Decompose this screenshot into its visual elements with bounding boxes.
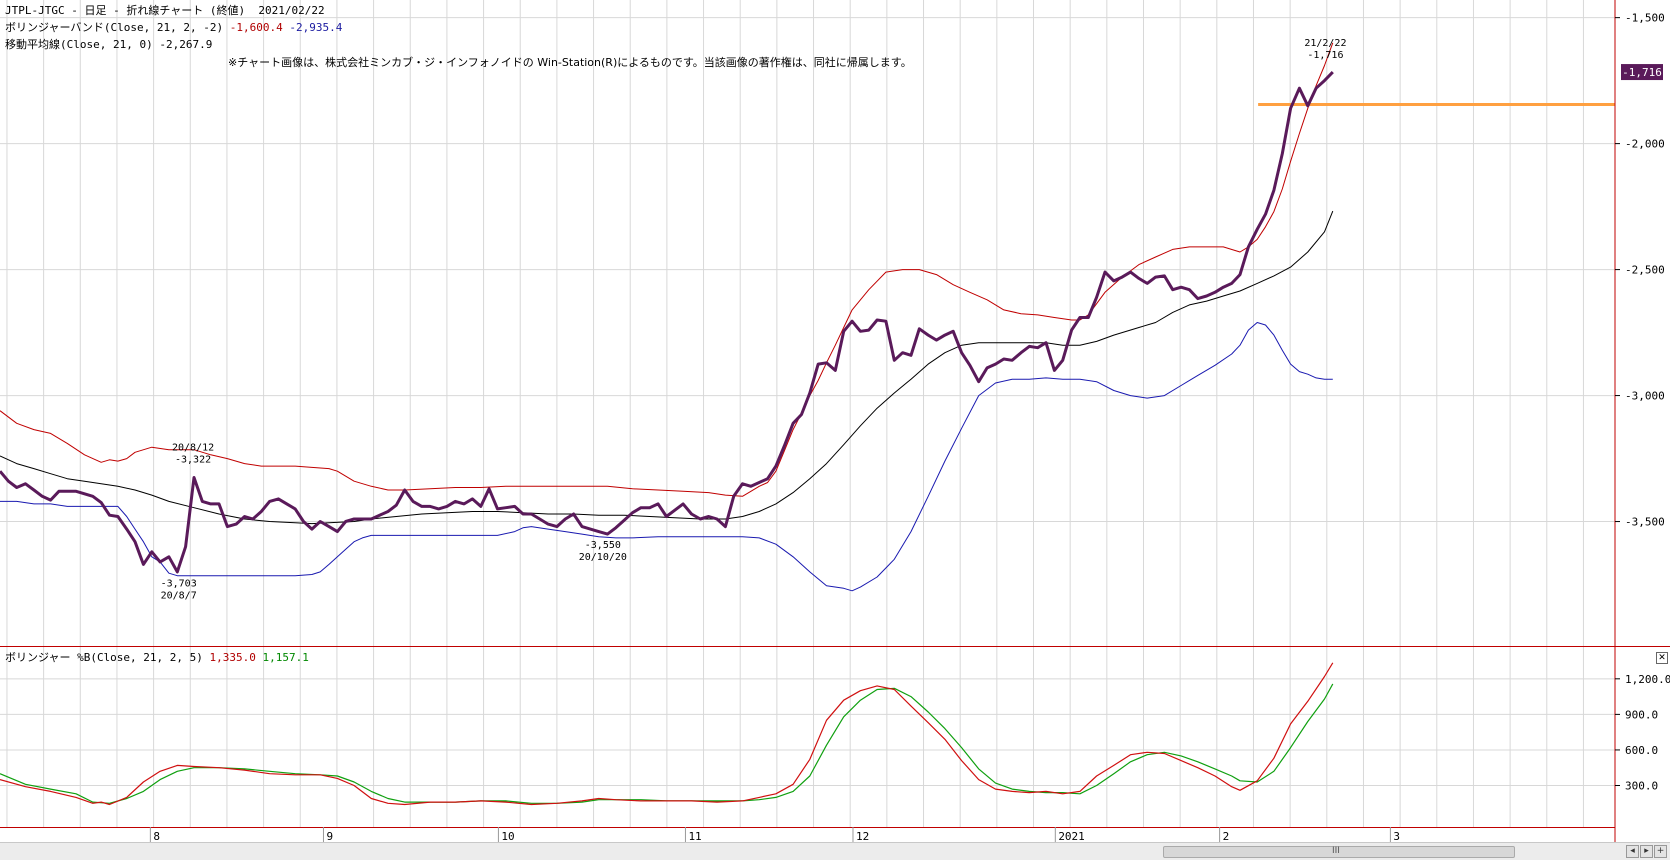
y-tick-label: -2,500	[1625, 264, 1665, 277]
point-annotation: 21/2/22	[1304, 38, 1346, 49]
point-annotation: 20/10/20	[579, 552, 627, 563]
point-annotation: -1,716	[1307, 50, 1343, 61]
x-tick-label: 11	[688, 830, 701, 843]
header-line-1: JTPL-JTGC - 日足 - 折れ線チャート (終値) 2021/02/22	[5, 4, 325, 17]
copyright-notice: ※チャート画像は、株式会社ミンカブ・ジ・インフォノイドの Win-Station…	[228, 56, 912, 69]
last-price-badge	[1621, 64, 1663, 81]
y-tick-label: -3,500	[1625, 516, 1665, 529]
pctb-series	[0, 662, 1334, 806]
horizontal-scrollbar[interactable]: ◂ III ▸ +	[0, 842, 1670, 860]
grid	[0, 0, 1615, 827]
sma-series	[0, 210, 1334, 525]
x-tick-label: 2021	[1058, 830, 1085, 843]
bollinger-upper-value: -1,600.4	[229, 21, 283, 34]
chart-date: 2021/02/22	[258, 4, 325, 17]
x-tick-label: 10	[501, 830, 514, 843]
y-tick-label: 1,200.0	[1625, 673, 1670, 686]
last-price-badge-label: -1,716	[1622, 66, 1662, 79]
y-tick-label: 600.0	[1625, 744, 1658, 757]
percent-b-chart	[0, 662, 1334, 806]
x-tick-label: 8	[153, 830, 160, 843]
x-tick-label: 2	[1223, 830, 1230, 843]
sma-value: -2,267.9	[159, 38, 213, 51]
point-annotation: -3,322	[175, 455, 211, 466]
point-annotation: -3,703	[161, 579, 197, 590]
y-tick-label: -1,500	[1625, 12, 1665, 25]
symbol-title: JTPL-JTGC - 日足 - 折れ線チャート (終値)	[5, 4, 246, 17]
lower-band-series	[0, 322, 1333, 592]
point-annotation: -3,550	[585, 540, 621, 551]
x-tick-label: 3	[1393, 830, 1400, 843]
percent-b-value: 1,335.0	[209, 651, 256, 664]
sub-header: ボリンジャー %B(Close, 21, 2, 5) 1,335.0 1,157…	[5, 651, 309, 664]
price-chart	[0, 42, 1615, 592]
scrollbar-thumb[interactable]: III	[1163, 846, 1515, 858]
y-tick-label: 300.0	[1625, 780, 1658, 793]
bollinger-label: ボリンジャーバンド(Close, 21, 2, -2)	[5, 21, 224, 34]
header-line-2: ボリンジャーバンド(Close, 21, 2, -2) -1,600.4 -2,…	[5, 21, 342, 34]
arrow-left-icon[interactable]: ◂	[1626, 845, 1639, 858]
y-tick-label: -3,000	[1625, 390, 1665, 403]
sma-label: 移動平均線(Close, 21, 0)	[5, 38, 153, 51]
point-annotation: 20/8/7	[161, 591, 197, 602]
percent-b-label: ボリンジャー %B(Close, 21, 2, 5)	[5, 651, 203, 664]
zoom-in-icon[interactable]: +	[1654, 845, 1667, 858]
upper-band-series	[0, 42, 1334, 497]
percent-b-signal-value: 1,157.1	[262, 651, 309, 664]
y-tick-label: 900.0	[1625, 708, 1658, 721]
x-tick-label: 12	[856, 830, 869, 843]
bollinger-lower-value: -2,935.4	[289, 21, 343, 34]
y-tick-label: -2,000	[1625, 138, 1665, 151]
arrow-right-icon[interactable]: ▸	[1640, 845, 1653, 858]
pctb-signal-series	[0, 683, 1334, 804]
x-tick-label: 9	[326, 830, 333, 843]
header-line-3: 移動平均線(Close, 21, 0) -2,267.9	[5, 38, 212, 51]
price-series	[0, 71, 1334, 574]
close-x-icon[interactable]: ✕	[1656, 652, 1668, 664]
scrollbar-grip: III	[1332, 846, 1340, 856]
point-annotation: 20/8/12	[172, 443, 214, 454]
